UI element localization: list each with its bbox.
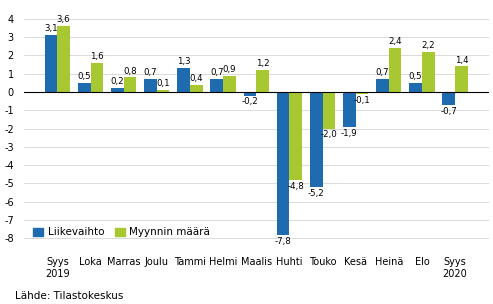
Bar xyxy=(376,79,389,92)
Text: 1,6: 1,6 xyxy=(90,52,104,61)
Bar xyxy=(422,52,434,92)
Text: 3,6: 3,6 xyxy=(57,15,70,24)
Bar xyxy=(144,79,157,92)
Text: 0,7: 0,7 xyxy=(376,68,389,77)
Text: -0,2: -0,2 xyxy=(242,98,258,106)
Text: -0,1: -0,1 xyxy=(353,96,370,105)
Bar xyxy=(443,92,455,105)
Text: 3,1: 3,1 xyxy=(44,24,58,33)
Text: -5,2: -5,2 xyxy=(308,189,324,198)
Bar xyxy=(111,88,124,92)
Bar xyxy=(45,35,57,92)
Bar xyxy=(256,70,269,92)
Bar xyxy=(177,68,190,92)
Text: -0,7: -0,7 xyxy=(440,107,457,116)
Bar xyxy=(343,92,355,127)
Text: 2,4: 2,4 xyxy=(388,37,402,46)
Text: -4,8: -4,8 xyxy=(287,181,304,191)
Bar xyxy=(78,83,91,92)
Text: 0,8: 0,8 xyxy=(123,67,137,75)
Text: -2,0: -2,0 xyxy=(320,130,337,140)
Bar xyxy=(277,92,289,235)
Text: 1,2: 1,2 xyxy=(256,59,269,68)
Text: 0,4: 0,4 xyxy=(189,74,203,83)
Bar xyxy=(57,26,70,92)
Bar xyxy=(310,92,322,187)
Text: 1,4: 1,4 xyxy=(455,56,468,64)
Text: -1,9: -1,9 xyxy=(341,129,358,138)
Text: 2,2: 2,2 xyxy=(422,41,435,50)
Text: 1,3: 1,3 xyxy=(177,57,190,66)
Text: 0,7: 0,7 xyxy=(143,68,157,77)
Bar xyxy=(355,92,368,94)
Bar xyxy=(190,85,203,92)
Text: 0,1: 0,1 xyxy=(156,79,170,88)
Text: -7,8: -7,8 xyxy=(275,237,291,246)
Legend: Liikevaihto, Myynnin määrä: Liikevaihto, Myynnin määrä xyxy=(29,223,214,242)
Bar xyxy=(211,79,223,92)
Bar xyxy=(389,48,401,92)
Bar xyxy=(91,63,103,92)
Text: 0,7: 0,7 xyxy=(210,68,224,77)
Bar xyxy=(244,92,256,96)
Text: 0,9: 0,9 xyxy=(223,65,236,74)
Bar xyxy=(322,92,335,129)
Bar xyxy=(409,83,422,92)
Bar xyxy=(157,90,170,92)
Text: 0,2: 0,2 xyxy=(110,78,124,87)
Bar xyxy=(223,75,236,92)
Bar xyxy=(289,92,302,180)
Text: 0,5: 0,5 xyxy=(409,72,423,81)
Text: Lähde: Tilastokeskus: Lähde: Tilastokeskus xyxy=(15,291,123,301)
Bar xyxy=(455,66,468,92)
Text: 0,5: 0,5 xyxy=(77,72,91,81)
Bar xyxy=(124,77,136,92)
